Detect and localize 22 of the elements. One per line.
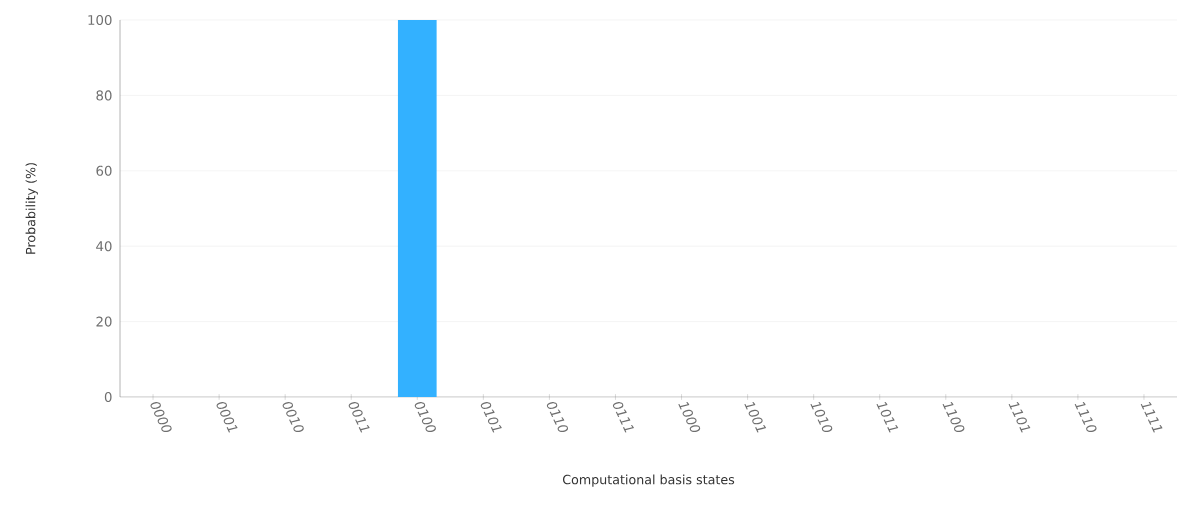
x-tick-label: 1011 (876, 401, 899, 433)
x-tick-label: 1101 (1008, 401, 1031, 433)
y-tick-label: 60 (96, 165, 112, 176)
y-tick-label: 20 (96, 316, 112, 327)
x-tick-label: 1000 (678, 401, 701, 433)
y-axis-title: Probability (%) (25, 163, 38, 254)
x-tick-label: 1001 (744, 401, 767, 433)
x-tick-label: 0011 (348, 402, 370, 433)
x-tick-label: 0010 (282, 402, 304, 433)
x-tick-label: 0110 (546, 402, 569, 433)
x-tick-label: 1111 (1140, 401, 1163, 433)
x-tick-label: 0101 (480, 402, 502, 433)
y-tick-label: 80 (96, 90, 112, 101)
x-tick-label: 0111 (612, 402, 635, 433)
y-tick-label: 40 (96, 241, 112, 252)
x-axis-title: Computational basis states (562, 474, 735, 487)
x-tick-label: 0001 (216, 402, 238, 433)
x-tick-label: 1110 (1074, 401, 1097, 433)
y-tick-label: 100 (88, 14, 112, 26)
y-tick-label: 0 (104, 391, 112, 403)
x-tick-label: 0000 (150, 402, 172, 433)
x-tick-label: 0100 (414, 402, 436, 433)
